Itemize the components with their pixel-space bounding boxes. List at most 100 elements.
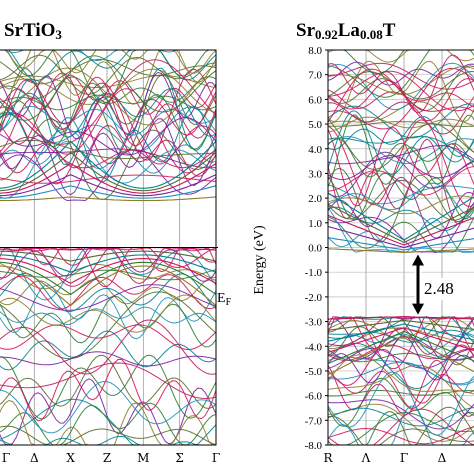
band-line xyxy=(328,412,474,446)
valence-band-edge xyxy=(0,258,217,284)
y-tick-label: -8.0 xyxy=(305,440,323,452)
band-line xyxy=(0,54,217,95)
band-line xyxy=(0,294,217,333)
band-line xyxy=(327,426,474,445)
band-line xyxy=(0,359,217,422)
band-line xyxy=(0,354,217,420)
band-line xyxy=(327,364,474,409)
band-line xyxy=(0,49,216,105)
left-panel-title: SrTiO3 xyxy=(4,20,62,42)
band-line xyxy=(0,136,217,169)
conduction-band-edge xyxy=(0,185,217,199)
valence-band-edge xyxy=(0,250,217,262)
band-line xyxy=(0,380,217,434)
k-label: Z xyxy=(103,451,111,465)
band-line xyxy=(327,377,474,427)
gap-label-bg xyxy=(421,278,474,300)
band-line xyxy=(327,110,474,175)
band-line xyxy=(327,166,474,196)
valence-band-edge xyxy=(0,254,217,273)
right-plot-frame xyxy=(327,49,474,446)
k-label: X xyxy=(66,451,75,465)
band-line xyxy=(327,62,474,110)
band-line xyxy=(327,182,474,220)
conduction-band-edge xyxy=(0,196,217,202)
right-band-lines xyxy=(327,49,474,446)
y-tick-label: 0.0 xyxy=(308,243,322,255)
k-label: Λ xyxy=(361,451,371,465)
y-tick-label: -2.0 xyxy=(305,292,323,304)
band-line xyxy=(0,118,217,196)
band-line xyxy=(0,274,217,310)
y-tick-label: 1.0 xyxy=(308,218,322,230)
k-label: Σ xyxy=(175,451,183,465)
band-line xyxy=(0,247,217,282)
y-axis-label: Energy (eV) xyxy=(252,225,267,295)
conduction-band-edge xyxy=(327,248,474,253)
y-tick-label: 4.0 xyxy=(308,144,322,156)
conduction-band-edge xyxy=(327,203,474,244)
k-label: Γ xyxy=(400,451,408,465)
y-tick-label: -5.0 xyxy=(305,366,323,378)
band-line xyxy=(0,306,217,326)
k-label: Γ xyxy=(212,451,220,465)
conduction-band-edge xyxy=(0,151,217,192)
band-line xyxy=(327,354,474,395)
gap-arrow-head-up xyxy=(412,254,424,266)
band-line xyxy=(327,151,474,198)
gap-arrow-head-down xyxy=(412,303,424,315)
valence-band-edge xyxy=(327,327,474,353)
band-line xyxy=(327,103,474,139)
y-tick-label: 3.0 xyxy=(308,168,322,180)
band-gap-label: 2.48 xyxy=(424,279,454,298)
band-line xyxy=(0,398,217,446)
right-panel-title: Sr0.92La0.08T xyxy=(296,20,396,42)
band-line xyxy=(327,116,474,157)
band-line xyxy=(327,119,474,207)
band-line xyxy=(0,55,217,121)
band-line xyxy=(0,76,217,152)
valence-band-edge xyxy=(0,246,217,251)
band-line xyxy=(327,145,474,165)
band-line xyxy=(327,195,474,215)
band-line xyxy=(0,128,217,199)
valence-band-edge xyxy=(0,261,217,296)
band-line xyxy=(327,316,474,346)
y-tick-label: 7.0 xyxy=(308,70,322,82)
y-tick-label: -4.0 xyxy=(305,341,323,353)
srtio3-band-panel: SrTiO3 Γ Δ X Z M Σ Γ EF xyxy=(0,20,232,465)
band-line xyxy=(327,344,474,404)
band-line xyxy=(327,361,474,386)
band-line xyxy=(327,154,474,180)
doped-band-panel: Sr0.92La0.08T Energy (eV) 8.0 7.0 6.0 5.0 4.… xyxy=(252,20,474,465)
conduction-band-edge xyxy=(0,162,217,194)
y-tick-label: 5.0 xyxy=(308,119,322,131)
band-line xyxy=(0,291,217,360)
k-label: M xyxy=(137,451,149,465)
band-line xyxy=(0,68,217,154)
y-tick-label: 6.0 xyxy=(308,94,322,106)
y-tick-label: -1.0 xyxy=(305,267,323,279)
valence-band-edge xyxy=(327,323,474,342)
band-line xyxy=(0,124,217,177)
band-line xyxy=(0,425,217,446)
conduction-band-edge xyxy=(0,174,217,197)
band-line xyxy=(0,117,217,156)
band-line xyxy=(0,139,217,160)
k-label: Δ xyxy=(438,451,447,465)
valence-band-edge xyxy=(327,334,474,376)
band-line xyxy=(327,95,474,135)
band-line xyxy=(0,59,217,145)
band-line xyxy=(327,371,474,436)
valence-band-edge xyxy=(327,319,474,331)
band-line xyxy=(0,324,217,351)
band-line xyxy=(327,68,474,123)
conduction-band-edge xyxy=(0,140,217,189)
band-line xyxy=(327,119,474,170)
band-line xyxy=(0,49,217,81)
band-line xyxy=(327,179,474,221)
band-gap-arrow xyxy=(412,252,474,317)
conduction-band-edge xyxy=(327,214,474,246)
conduction-band-edge xyxy=(327,237,474,251)
